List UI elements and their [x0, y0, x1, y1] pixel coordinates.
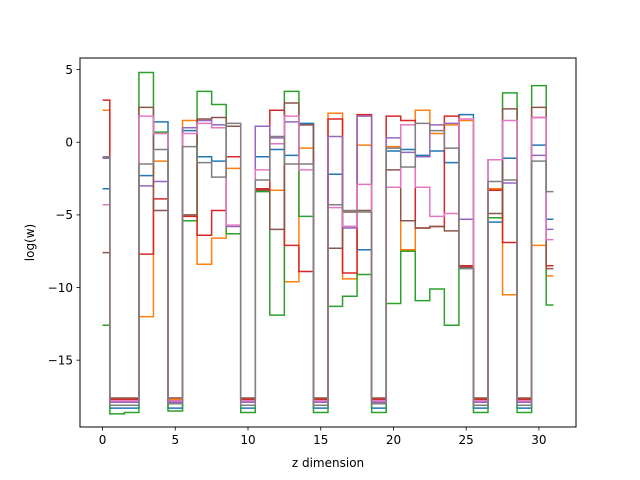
x-tick-label: 25: [459, 433, 474, 447]
plot-frame: [79, 57, 577, 428]
y-tick-label: −10: [48, 281, 73, 295]
y-axis-ticks: 5 0 −5 −10 −15: [48, 63, 80, 367]
y-tick-label: 0: [65, 136, 73, 150]
series-line-8: [102, 122, 554, 406]
y-tick-label: 5: [65, 63, 73, 77]
x-axis-label: z dimension: [292, 456, 364, 470]
y-tick-label: −15: [48, 353, 73, 367]
x-tick-label: 5: [171, 433, 179, 447]
x-tick-label: 30: [531, 433, 546, 447]
series-layer: [102, 71, 554, 415]
x-tick-label: 20: [386, 433, 401, 447]
y-axis-label: log(w): [23, 224, 37, 261]
x-axis-ticks: 0 5 10 15 20 25 30: [99, 427, 547, 447]
x-tick-label: 0: [99, 433, 107, 447]
y-tick-label: −5: [55, 208, 73, 222]
x-tick-label: 10: [240, 433, 255, 447]
x-tick-label: 15: [313, 433, 328, 447]
